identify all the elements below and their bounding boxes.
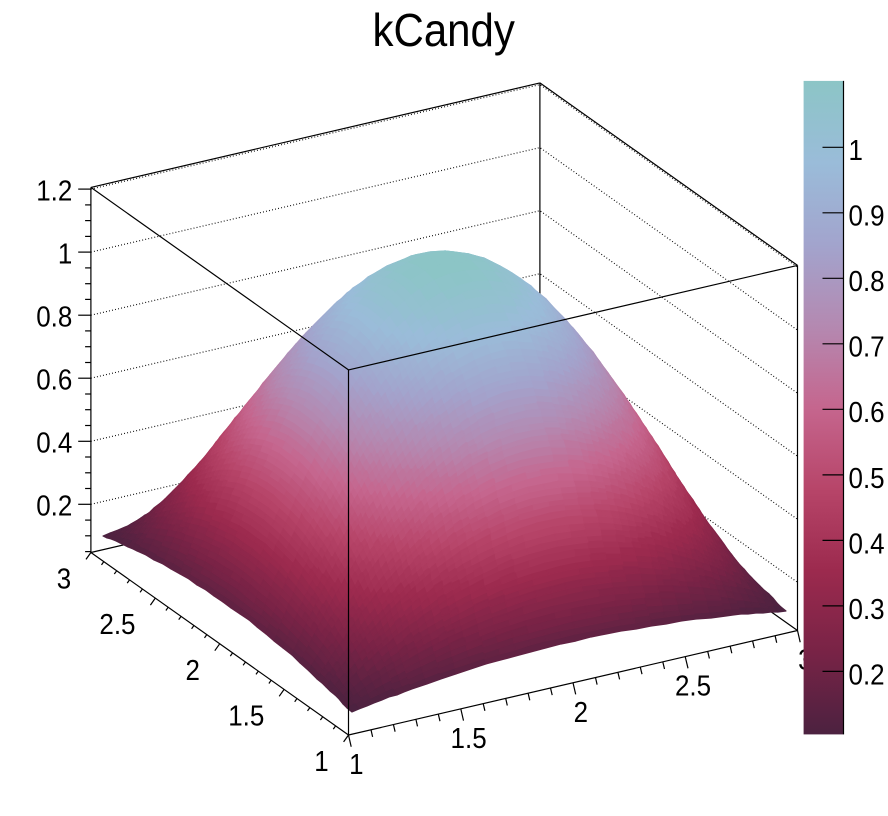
svg-text:0.4: 0.4 xyxy=(36,428,72,460)
svg-text:1.5: 1.5 xyxy=(228,700,264,732)
svg-text:1.2: 1.2 xyxy=(36,175,72,207)
svg-text:1: 1 xyxy=(314,746,328,778)
svg-text:0.4: 0.4 xyxy=(849,528,885,560)
svg-text:0.7: 0.7 xyxy=(849,332,885,364)
svg-text:2.5: 2.5 xyxy=(675,671,711,703)
svg-text:0.3: 0.3 xyxy=(849,594,885,626)
svg-text:1.5: 1.5 xyxy=(451,723,487,755)
svg-text:2: 2 xyxy=(574,697,588,729)
svg-text:kCandy: kCandy xyxy=(373,4,516,56)
svg-text:3: 3 xyxy=(57,564,71,596)
svg-text:2: 2 xyxy=(186,655,200,687)
svg-text:0.2: 0.2 xyxy=(849,659,885,691)
svg-text:0.5: 0.5 xyxy=(849,463,885,495)
svg-text:0.8: 0.8 xyxy=(36,302,72,334)
svg-text:0.8: 0.8 xyxy=(849,266,885,298)
svg-text:2.5: 2.5 xyxy=(99,609,135,641)
svg-text:0.6: 0.6 xyxy=(36,365,72,397)
svg-text:0.9: 0.9 xyxy=(849,201,885,233)
svg-text:1: 1 xyxy=(849,135,863,167)
svg-text:0.2: 0.2 xyxy=(36,491,72,523)
svg-text:1: 1 xyxy=(58,238,72,270)
svg-text:1: 1 xyxy=(349,749,363,781)
svg-text:0.6: 0.6 xyxy=(849,397,885,429)
